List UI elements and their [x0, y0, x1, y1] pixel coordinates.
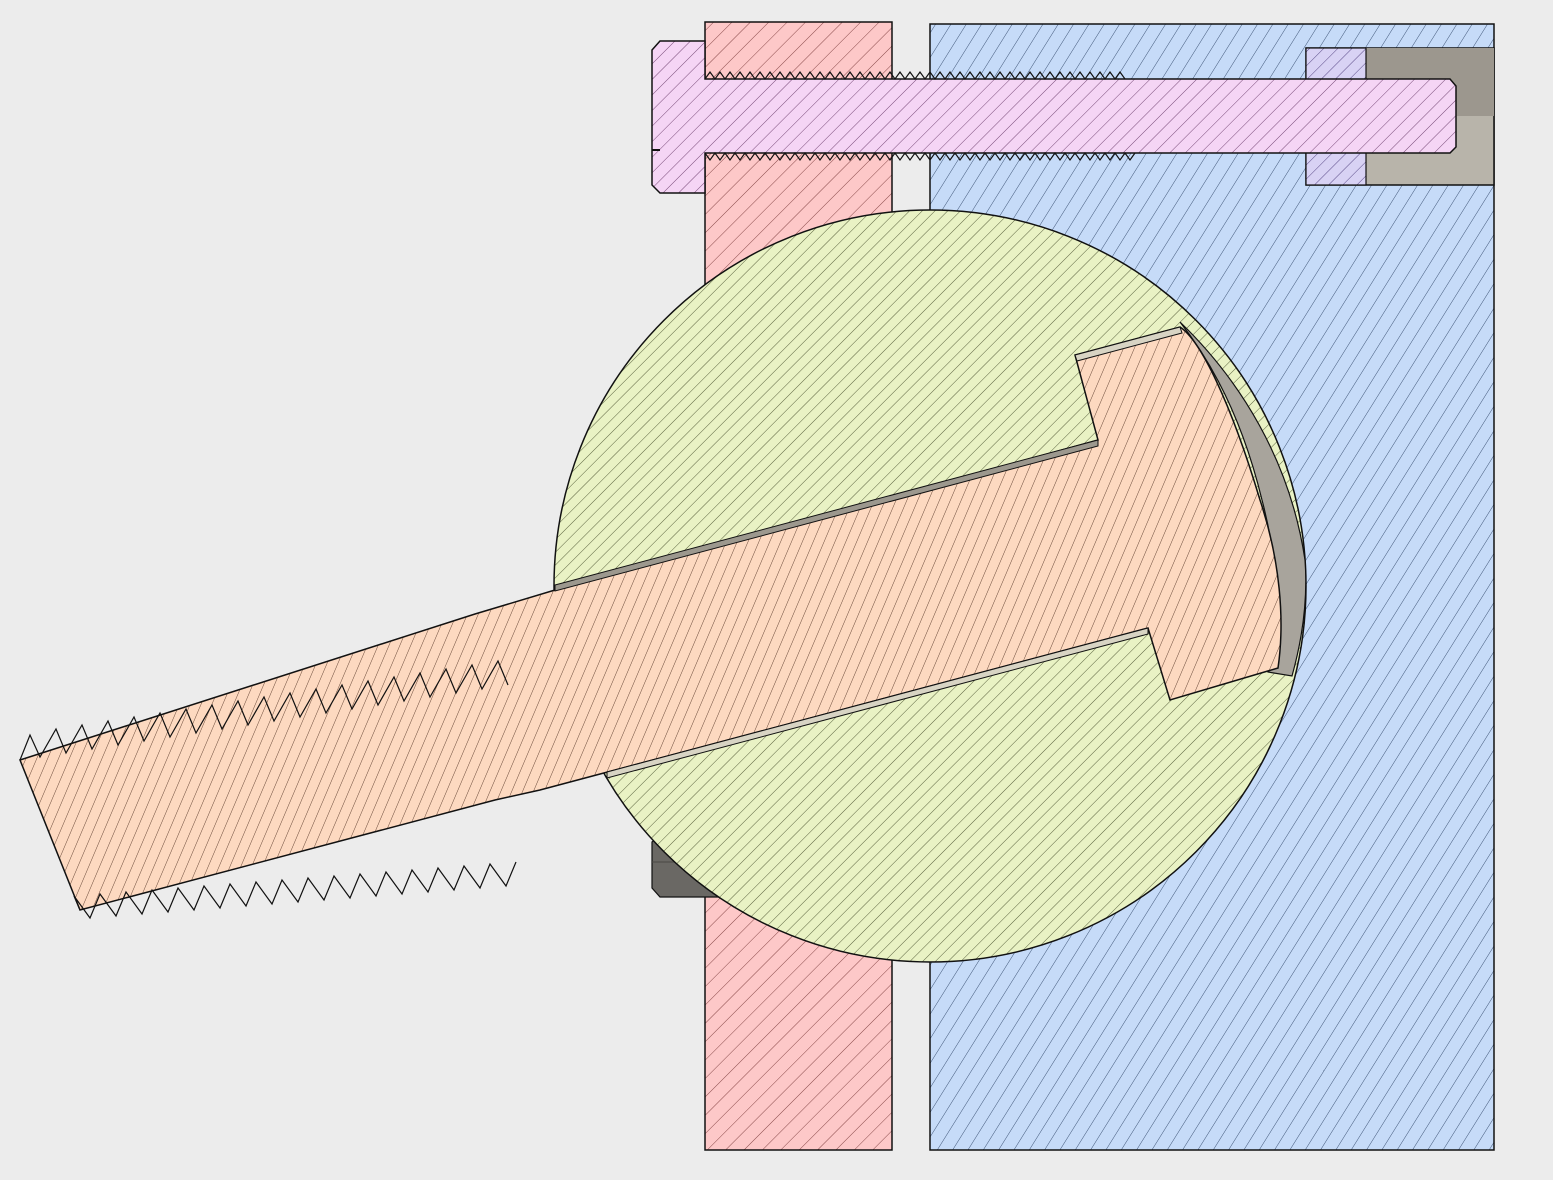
cap-screw-section [651, 40, 1457, 194]
t-bolt-section [19, 326, 1282, 920]
